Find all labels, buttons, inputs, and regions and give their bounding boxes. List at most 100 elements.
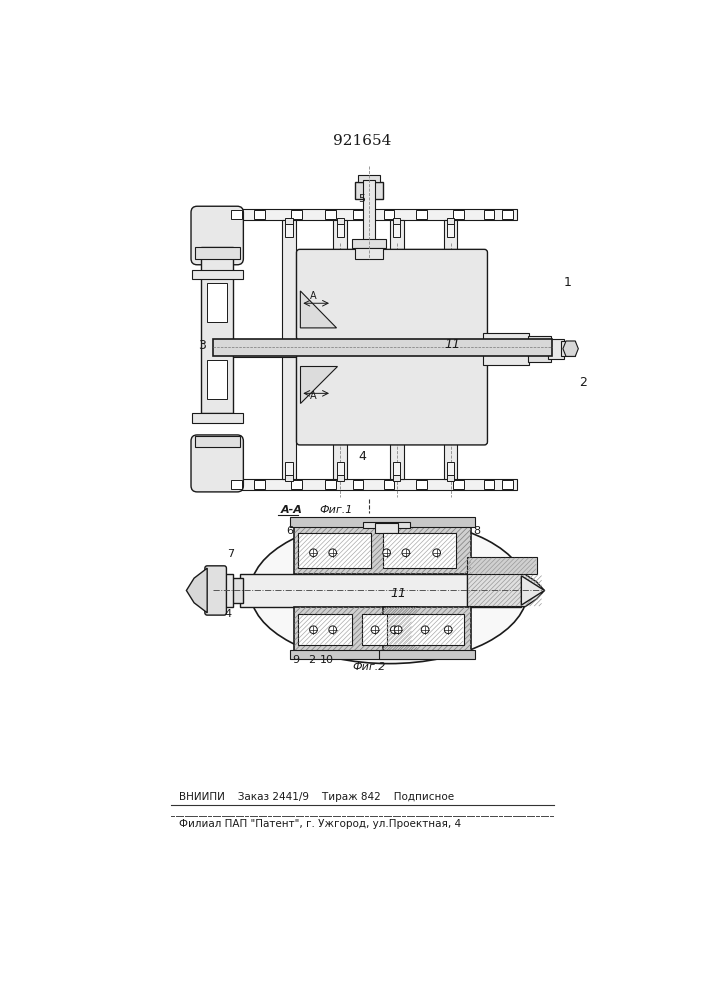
- Polygon shape: [300, 291, 337, 328]
- Bar: [363, 522, 409, 528]
- Bar: [298, 614, 352, 645]
- Bar: [363, 180, 375, 243]
- Bar: [334, 220, 347, 479]
- Bar: [337, 462, 344, 477]
- Bar: [353, 210, 363, 219]
- Bar: [325, 480, 336, 489]
- Text: 9: 9: [293, 655, 300, 665]
- Text: Филиал ПАП "Патент", г. Ужгород, ул.Проектная, 4: Филиал ПАП "Патент", г. Ужгород, ул.Прое…: [179, 819, 461, 829]
- Text: 2: 2: [579, 376, 587, 389]
- Bar: [502, 480, 513, 489]
- Bar: [219, 574, 233, 607]
- Bar: [195, 436, 240, 447]
- Bar: [484, 480, 494, 489]
- Bar: [337, 475, 344, 481]
- Bar: [353, 480, 363, 489]
- Circle shape: [402, 549, 409, 557]
- Polygon shape: [300, 366, 337, 403]
- Bar: [231, 210, 242, 219]
- Circle shape: [371, 626, 379, 634]
- Text: 6: 6: [286, 526, 293, 536]
- Circle shape: [421, 626, 429, 634]
- Bar: [337, 222, 344, 237]
- Bar: [375, 523, 398, 533]
- Bar: [285, 222, 293, 237]
- Text: 3: 3: [198, 339, 206, 352]
- Text: Фиг.1: Фиг.1: [320, 505, 353, 515]
- FancyBboxPatch shape: [191, 206, 243, 265]
- Bar: [393, 222, 400, 237]
- Bar: [355, 248, 382, 259]
- Bar: [192, 270, 243, 279]
- Bar: [227, 578, 243, 603]
- Circle shape: [433, 549, 440, 557]
- Text: 11: 11: [390, 587, 407, 600]
- Bar: [416, 480, 426, 489]
- Bar: [291, 650, 421, 659]
- Bar: [207, 360, 227, 399]
- Bar: [447, 222, 455, 237]
- Bar: [382, 607, 472, 651]
- Bar: [390, 220, 404, 479]
- Bar: [393, 462, 400, 477]
- Bar: [285, 218, 293, 224]
- Bar: [201, 247, 233, 413]
- Bar: [561, 341, 575, 356]
- Text: Фиг.2: Фиг.2: [352, 662, 385, 672]
- Text: 11: 11: [444, 338, 460, 351]
- Bar: [225, 479, 518, 490]
- Bar: [254, 480, 265, 489]
- Circle shape: [329, 549, 337, 557]
- Bar: [393, 218, 400, 224]
- Ellipse shape: [250, 519, 527, 664]
- Text: А-А: А-А: [281, 505, 303, 515]
- Bar: [233, 340, 310, 357]
- FancyBboxPatch shape: [296, 354, 487, 445]
- Bar: [214, 339, 552, 356]
- FancyBboxPatch shape: [296, 249, 487, 340]
- Bar: [527, 336, 551, 362]
- Bar: [484, 210, 494, 219]
- FancyBboxPatch shape: [205, 566, 226, 615]
- Polygon shape: [521, 576, 544, 605]
- Bar: [467, 557, 537, 574]
- Text: 1: 1: [563, 276, 571, 289]
- Text: 4: 4: [225, 609, 232, 619]
- Bar: [192, 413, 243, 423]
- Bar: [379, 650, 475, 659]
- Circle shape: [395, 626, 402, 634]
- Circle shape: [382, 549, 390, 557]
- Bar: [291, 480, 302, 489]
- Bar: [294, 607, 417, 651]
- Text: 921654: 921654: [333, 134, 391, 148]
- Bar: [254, 210, 265, 219]
- Bar: [483, 333, 529, 365]
- Text: 7: 7: [227, 549, 234, 559]
- Bar: [282, 220, 296, 479]
- Bar: [382, 533, 456, 568]
- Bar: [447, 475, 455, 481]
- Bar: [285, 475, 293, 481]
- Circle shape: [390, 626, 398, 634]
- Bar: [502, 210, 513, 219]
- Bar: [231, 480, 242, 489]
- Text: 4: 4: [358, 450, 366, 463]
- Circle shape: [310, 549, 317, 557]
- Text: 10: 10: [320, 655, 334, 665]
- Bar: [387, 614, 464, 645]
- Bar: [452, 210, 464, 219]
- Bar: [452, 480, 464, 489]
- Polygon shape: [467, 574, 544, 607]
- Bar: [393, 475, 400, 481]
- Bar: [225, 209, 518, 220]
- Bar: [549, 339, 563, 359]
- Text: 5: 5: [358, 194, 365, 204]
- Text: 2: 2: [308, 655, 315, 665]
- Text: А: А: [310, 391, 317, 401]
- Bar: [285, 462, 293, 477]
- Bar: [291, 210, 302, 219]
- Bar: [298, 533, 371, 568]
- Bar: [383, 480, 395, 489]
- Circle shape: [329, 626, 337, 634]
- Bar: [383, 210, 395, 219]
